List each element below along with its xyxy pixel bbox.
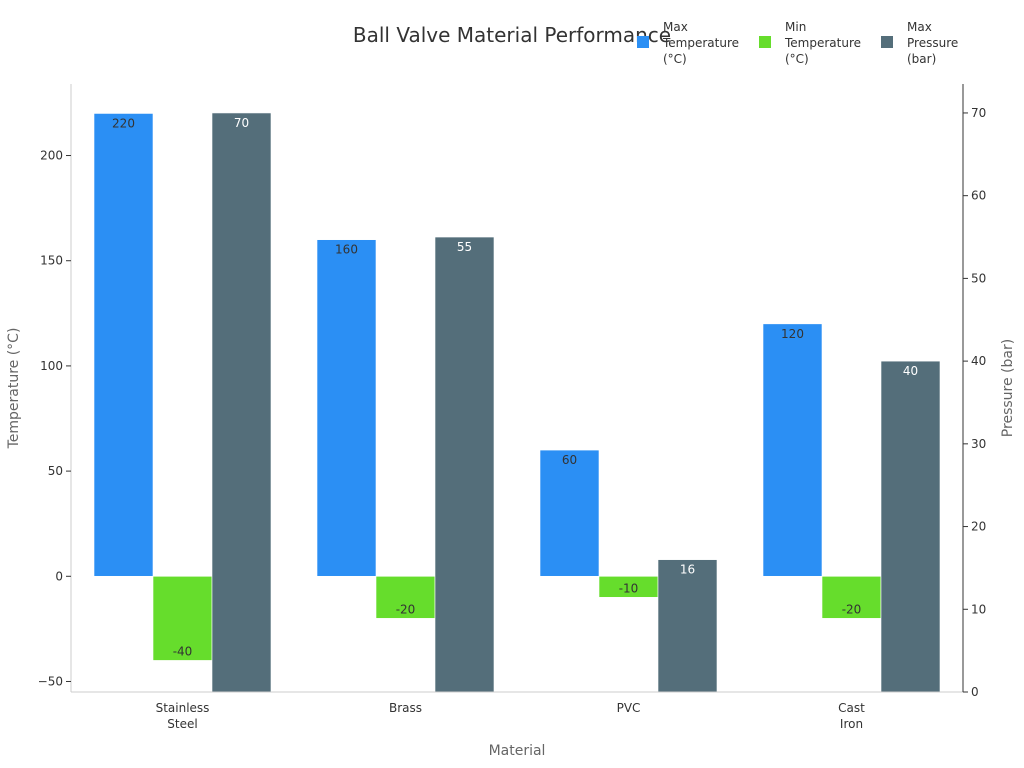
data-label-series-2-cat-3: 40: [903, 364, 918, 378]
x-tick-label-1: Brass: [389, 701, 422, 715]
bar-series-0-cat-3: [762, 323, 823, 577]
right-y-tick-label-6: 60: [971, 189, 986, 203]
left-y-tick-label-0: −50: [38, 674, 63, 688]
legend-label-1: Min Temperature (°C): [784, 20, 861, 66]
legend-label-0: Max Temperature (°C): [662, 20, 739, 66]
legend-swatch-0: [637, 36, 649, 48]
right-y-tick-label-1: 10: [971, 602, 986, 616]
bar-series-0-cat-0: [93, 113, 154, 577]
data-label-series-1-cat-3: -20: [842, 602, 862, 616]
data-label-series-2-cat-2: 16: [680, 563, 695, 577]
x-tick-label-0: Stainless Steel: [156, 701, 210, 731]
left-y-tick-label-3: 100: [40, 359, 63, 373]
legend-swatch-1: [759, 36, 771, 48]
data-label-series-0-cat-0: 220: [112, 116, 135, 130]
bar-series-1-cat-1: [375, 575, 436, 619]
data-label-series-2-cat-0: 70: [234, 116, 249, 130]
x-tick-label-2: PVC: [617, 701, 641, 715]
bar-series-2-cat-1: [434, 236, 495, 693]
left-y-tick-label-5: 200: [40, 149, 63, 163]
bar-series-0-cat-1: [316, 239, 377, 577]
plot-area: 220 -40 70 160 -20 55 60 -10 16 120 -20 40: [93, 112, 941, 693]
right-y-tick-label-2: 20: [971, 520, 986, 534]
right-y-tick-label-3: 30: [971, 437, 986, 451]
data-label-series-1-cat-0: -40: [173, 644, 193, 658]
bar-series-1-cat-3: [821, 575, 882, 619]
legend-label-2: Max Pressure (bar): [907, 20, 958, 66]
data-label-series-0-cat-3: 120: [781, 327, 804, 341]
right-y-tick-label-0: 0: [971, 685, 979, 699]
chart-title: Ball Valve Material Performance: [353, 23, 671, 47]
legend-swatch-2: [881, 36, 893, 48]
x-axis-title: Material: [489, 743, 546, 759]
left-y-axis-title: Temperature (°C): [6, 328, 22, 450]
left-y-tick-label-4: 150: [40, 254, 63, 268]
data-label-series-2-cat-1: 55: [457, 240, 472, 254]
data-label-series-1-cat-2: -10: [619, 581, 639, 595]
data-label-series-0-cat-1: 160: [335, 243, 358, 257]
right-y-tick-label-7: 70: [971, 106, 986, 120]
bar-series-0-cat-2: [539, 449, 600, 577]
right-y-tick-label-4: 40: [971, 354, 986, 368]
bar-series-2-cat-3: [880, 360, 941, 693]
bar-series-2-cat-0: [211, 112, 272, 693]
left-y-tick-label-2: 50: [48, 464, 63, 478]
data-label-series-1-cat-1: -20: [396, 602, 416, 616]
x-tick-label-3: Cast Iron: [838, 701, 865, 731]
bar-series-1-cat-0: [152, 575, 213, 661]
data-label-series-0-cat-2: 60: [562, 453, 577, 467]
legend: Max Temperature (°C) Min Temperature (°C) Max P…: [637, 20, 958, 66]
bar-series-2-cat-2: [657, 559, 718, 693]
right-y-tick-label-5: 50: [971, 271, 986, 285]
right-y-axis-title: Pressure (bar): [1000, 339, 1016, 437]
left-y-tick-label-1: 0: [55, 569, 63, 583]
